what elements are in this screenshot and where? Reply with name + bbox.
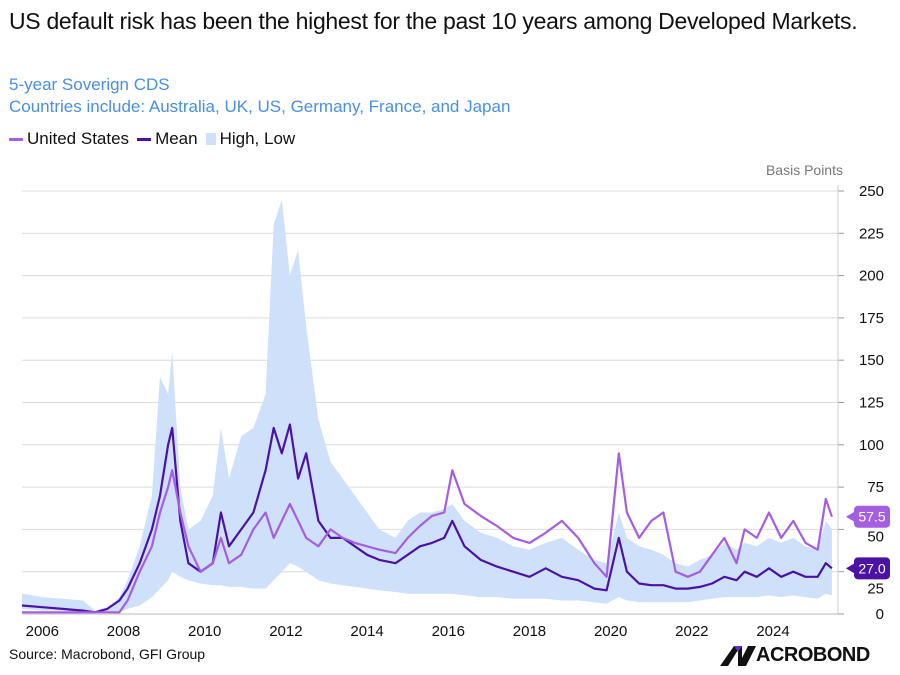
x-tick-label: 2024 [756,623,789,640]
x-tick-label: 2014 [350,623,383,640]
y-tick-label: 150 [859,352,884,369]
x-tick-label: 2012 [269,623,302,640]
y-tick-label: 250 [859,183,884,200]
x-tick-label: 2020 [594,623,627,640]
end-labels: 57.5 27.0 [846,505,890,580]
legend-swatch-mean [137,137,152,141]
end-label-value: 27.0 [858,560,885,576]
series-lines [21,423,833,614]
x-axis: 2006 2008 2010 2012 2014 2016 2018 2020 2022 2024 [26,623,790,640]
y-tick-label: 100 [859,437,884,454]
macrobond-logo-icon [720,645,756,666]
y-axis-label: Basis Points [766,162,843,178]
mean-line [21,423,833,614]
end-label-mean: 27.0 [846,557,890,580]
chart-subtitle-countries: Countries include: Australia, UK, US, Ge… [9,97,511,116]
legend-label-band: High, Low [219,129,296,148]
end-label-pointer [846,510,856,523]
y-axis: 0 25 50 75 100 125 150 175 200 225 250 [837,183,884,623]
legend-label-mean: Mean [155,129,198,148]
y-tick-label: 200 [859,268,884,285]
legend-item-mean[interactable]: Mean [137,129,198,149]
end-label-us: 57.5 [846,505,890,528]
high-low-band [22,199,832,614]
y-tick-label: 225 [859,225,884,242]
x-tick-label: 2006 [26,623,59,640]
end-label-box [854,557,890,580]
x-tick-label: 2022 [675,623,708,640]
y-tick-label: 50 [867,529,884,546]
legend: United States Mean High, Low [9,129,303,149]
x-tick-label: 2010 [188,623,221,640]
legend-label-us: United States [27,129,130,148]
high-low-area [22,199,832,614]
logo-text: ACROBOND [756,644,870,666]
x-tick-label: 2016 [432,623,465,640]
source-note: Source: Macrobond, GFI Group [9,646,206,662]
end-label-box [854,505,890,528]
y-tick-label: 125 [859,395,884,412]
end-label-value: 57.5 [858,509,885,525]
chart-subtitle: 5-year Soverign CDS [9,75,170,94]
chart-title: US default risk has been the highest for… [9,8,858,34]
x-tick-label: 2008 [107,623,140,640]
y-tick-label: 0 [876,606,884,623]
us-line [22,452,833,614]
end-label-pointer [846,562,856,575]
y-tick-label: 175 [859,310,884,327]
legend-item-high-low[interactable]: High, Low [205,129,296,149]
y-tick-label: 25 [867,580,884,597]
macrobond-logo: ACROBOND [720,644,870,667]
y-tick-label: 75 [867,479,884,496]
x-tick-label: 2018 [513,623,546,640]
legend-swatch-us [9,137,23,141]
legend-item-united-states[interactable]: United States [9,129,129,149]
legend-swatch-band [205,133,216,145]
